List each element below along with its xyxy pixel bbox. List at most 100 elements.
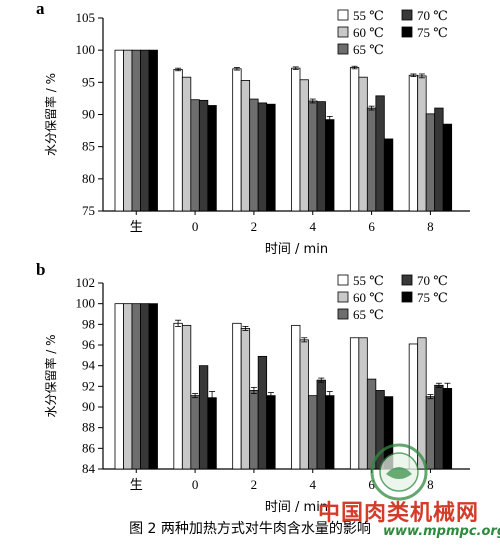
bar: [257, 102, 268, 212]
legend-label: 60 ℃: [353, 290, 384, 305]
y-tick-label: 84: [82, 461, 96, 476]
y-tick-label: 85: [82, 139, 95, 154]
panel-label: b: [36, 260, 45, 279]
bar: [442, 387, 453, 470]
bar: [316, 101, 326, 212]
bar: [417, 75, 427, 212]
legend-swatch: [337, 274, 349, 286]
x-tick-label: 8: [427, 477, 434, 492]
y-tick-label: 105: [76, 10, 96, 25]
bar: [181, 324, 192, 470]
legend-label: 65 ℃: [353, 42, 384, 57]
bar: [131, 49, 141, 212]
bar: [266, 395, 276, 470]
bar: [425, 396, 436, 470]
bar: [434, 384, 444, 470]
y-tick-label: 86: [82, 440, 96, 455]
x-tick-label: 4: [310, 219, 317, 234]
bar: [240, 80, 251, 212]
legend: 55 ℃ 60 ℃ 65 ℃ 70 ℃ 75 ℃: [337, 273, 448, 322]
figure-caption: 图 2 两种加热方式对牛肉含水量的影响: [129, 521, 371, 537]
legend-swatch: [401, 26, 413, 38]
legend-label: 65 ℃: [353, 307, 384, 322]
y-tick-label: 90: [82, 399, 95, 414]
y-tick-label: 90: [82, 107, 95, 122]
bar: [349, 337, 360, 470]
legend-label: 70 ℃: [417, 8, 448, 23]
bar: [325, 119, 335, 212]
legend-swatch: [337, 308, 349, 320]
legend-swatch: [401, 9, 413, 21]
y-tick-label: 96: [82, 337, 96, 352]
bar: [123, 49, 133, 212]
bar: [173, 322, 183, 470]
bar: [173, 69, 183, 212]
y-tick-label: 75: [82, 203, 95, 218]
legend-swatch: [337, 43, 349, 55]
y-tick-label: 88: [82, 420, 95, 435]
bar: [366, 107, 377, 212]
legend-label: 70 ℃: [417, 273, 448, 288]
x-tick-label: 0: [192, 219, 199, 234]
bar: [325, 395, 335, 470]
bar: [198, 99, 209, 212]
watermark-url: www.mpmpc.org: [383, 524, 500, 539]
bar: [181, 76, 192, 212]
x-tick-label: 生: [130, 478, 143, 493]
bar: [148, 303, 158, 470]
bar: [123, 303, 133, 470]
legend-swatch: [337, 291, 349, 303]
bar: [316, 379, 326, 470]
y-tick-label: 92: [82, 378, 95, 393]
bar: [207, 397, 217, 470]
bar: [299, 79, 309, 212]
bar: [308, 395, 318, 470]
bar: [425, 113, 436, 212]
bar: [114, 303, 124, 470]
panel-b-chart: b 84 86 88 90 92 94 96 98 100 102 水分保留率 / % 生 0 2 4 6 8 时间…: [36, 260, 470, 515]
bar: [434, 107, 444, 212]
bar: [240, 328, 251, 470]
y-tick-label: 94: [82, 358, 96, 373]
legend-swatch: [401, 274, 413, 286]
bar: [190, 395, 200, 470]
x-tick-label: 生: [130, 220, 143, 235]
bar: [198, 365, 209, 470]
legend-label: 75 ℃: [417, 290, 448, 305]
x-tick-label: 2: [251, 477, 258, 492]
bar: [349, 67, 360, 212]
bar: [442, 123, 453, 212]
legend-label: 55 ℃: [353, 8, 384, 23]
y-axis-label: 水分保留率 / %: [43, 73, 58, 156]
bar: [249, 98, 259, 212]
x-axis-label: 时间 / min: [265, 242, 328, 257]
legend-label: 60 ℃: [353, 25, 384, 40]
x-tick-label: 8: [427, 219, 434, 234]
bar: [140, 49, 150, 212]
legend-label: 75 ℃: [417, 25, 448, 40]
bar: [375, 95, 385, 212]
bar: [249, 390, 259, 470]
bar: [308, 100, 318, 212]
bar: [148, 49, 158, 212]
x-tick-label: 6: [368, 477, 375, 492]
bar: [257, 355, 268, 470]
y-tick-label: 80: [82, 171, 95, 186]
y-axis-label: 水分保留率 / %: [43, 334, 58, 417]
legend-swatch: [337, 9, 349, 21]
y-tick-label: 102: [76, 275, 96, 290]
bar: [232, 322, 242, 470]
legend-swatch: [401, 291, 413, 303]
bar: [266, 103, 276, 212]
bar: [232, 68, 242, 212]
bar: [417, 337, 427, 470]
x-tick-label: 0: [192, 477, 199, 492]
bar: [291, 324, 301, 470]
bar: [291, 67, 301, 212]
bar: [190, 99, 200, 212]
bar: [140, 303, 150, 470]
legend-label: 55 ℃: [353, 273, 384, 288]
bar: [207, 105, 217, 212]
y-tick-label: 100: [76, 296, 96, 311]
